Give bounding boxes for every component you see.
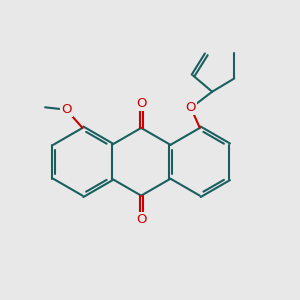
Text: O: O: [136, 97, 146, 110]
Text: O: O: [186, 101, 196, 114]
Text: O: O: [61, 103, 72, 116]
Text: O: O: [136, 213, 146, 226]
